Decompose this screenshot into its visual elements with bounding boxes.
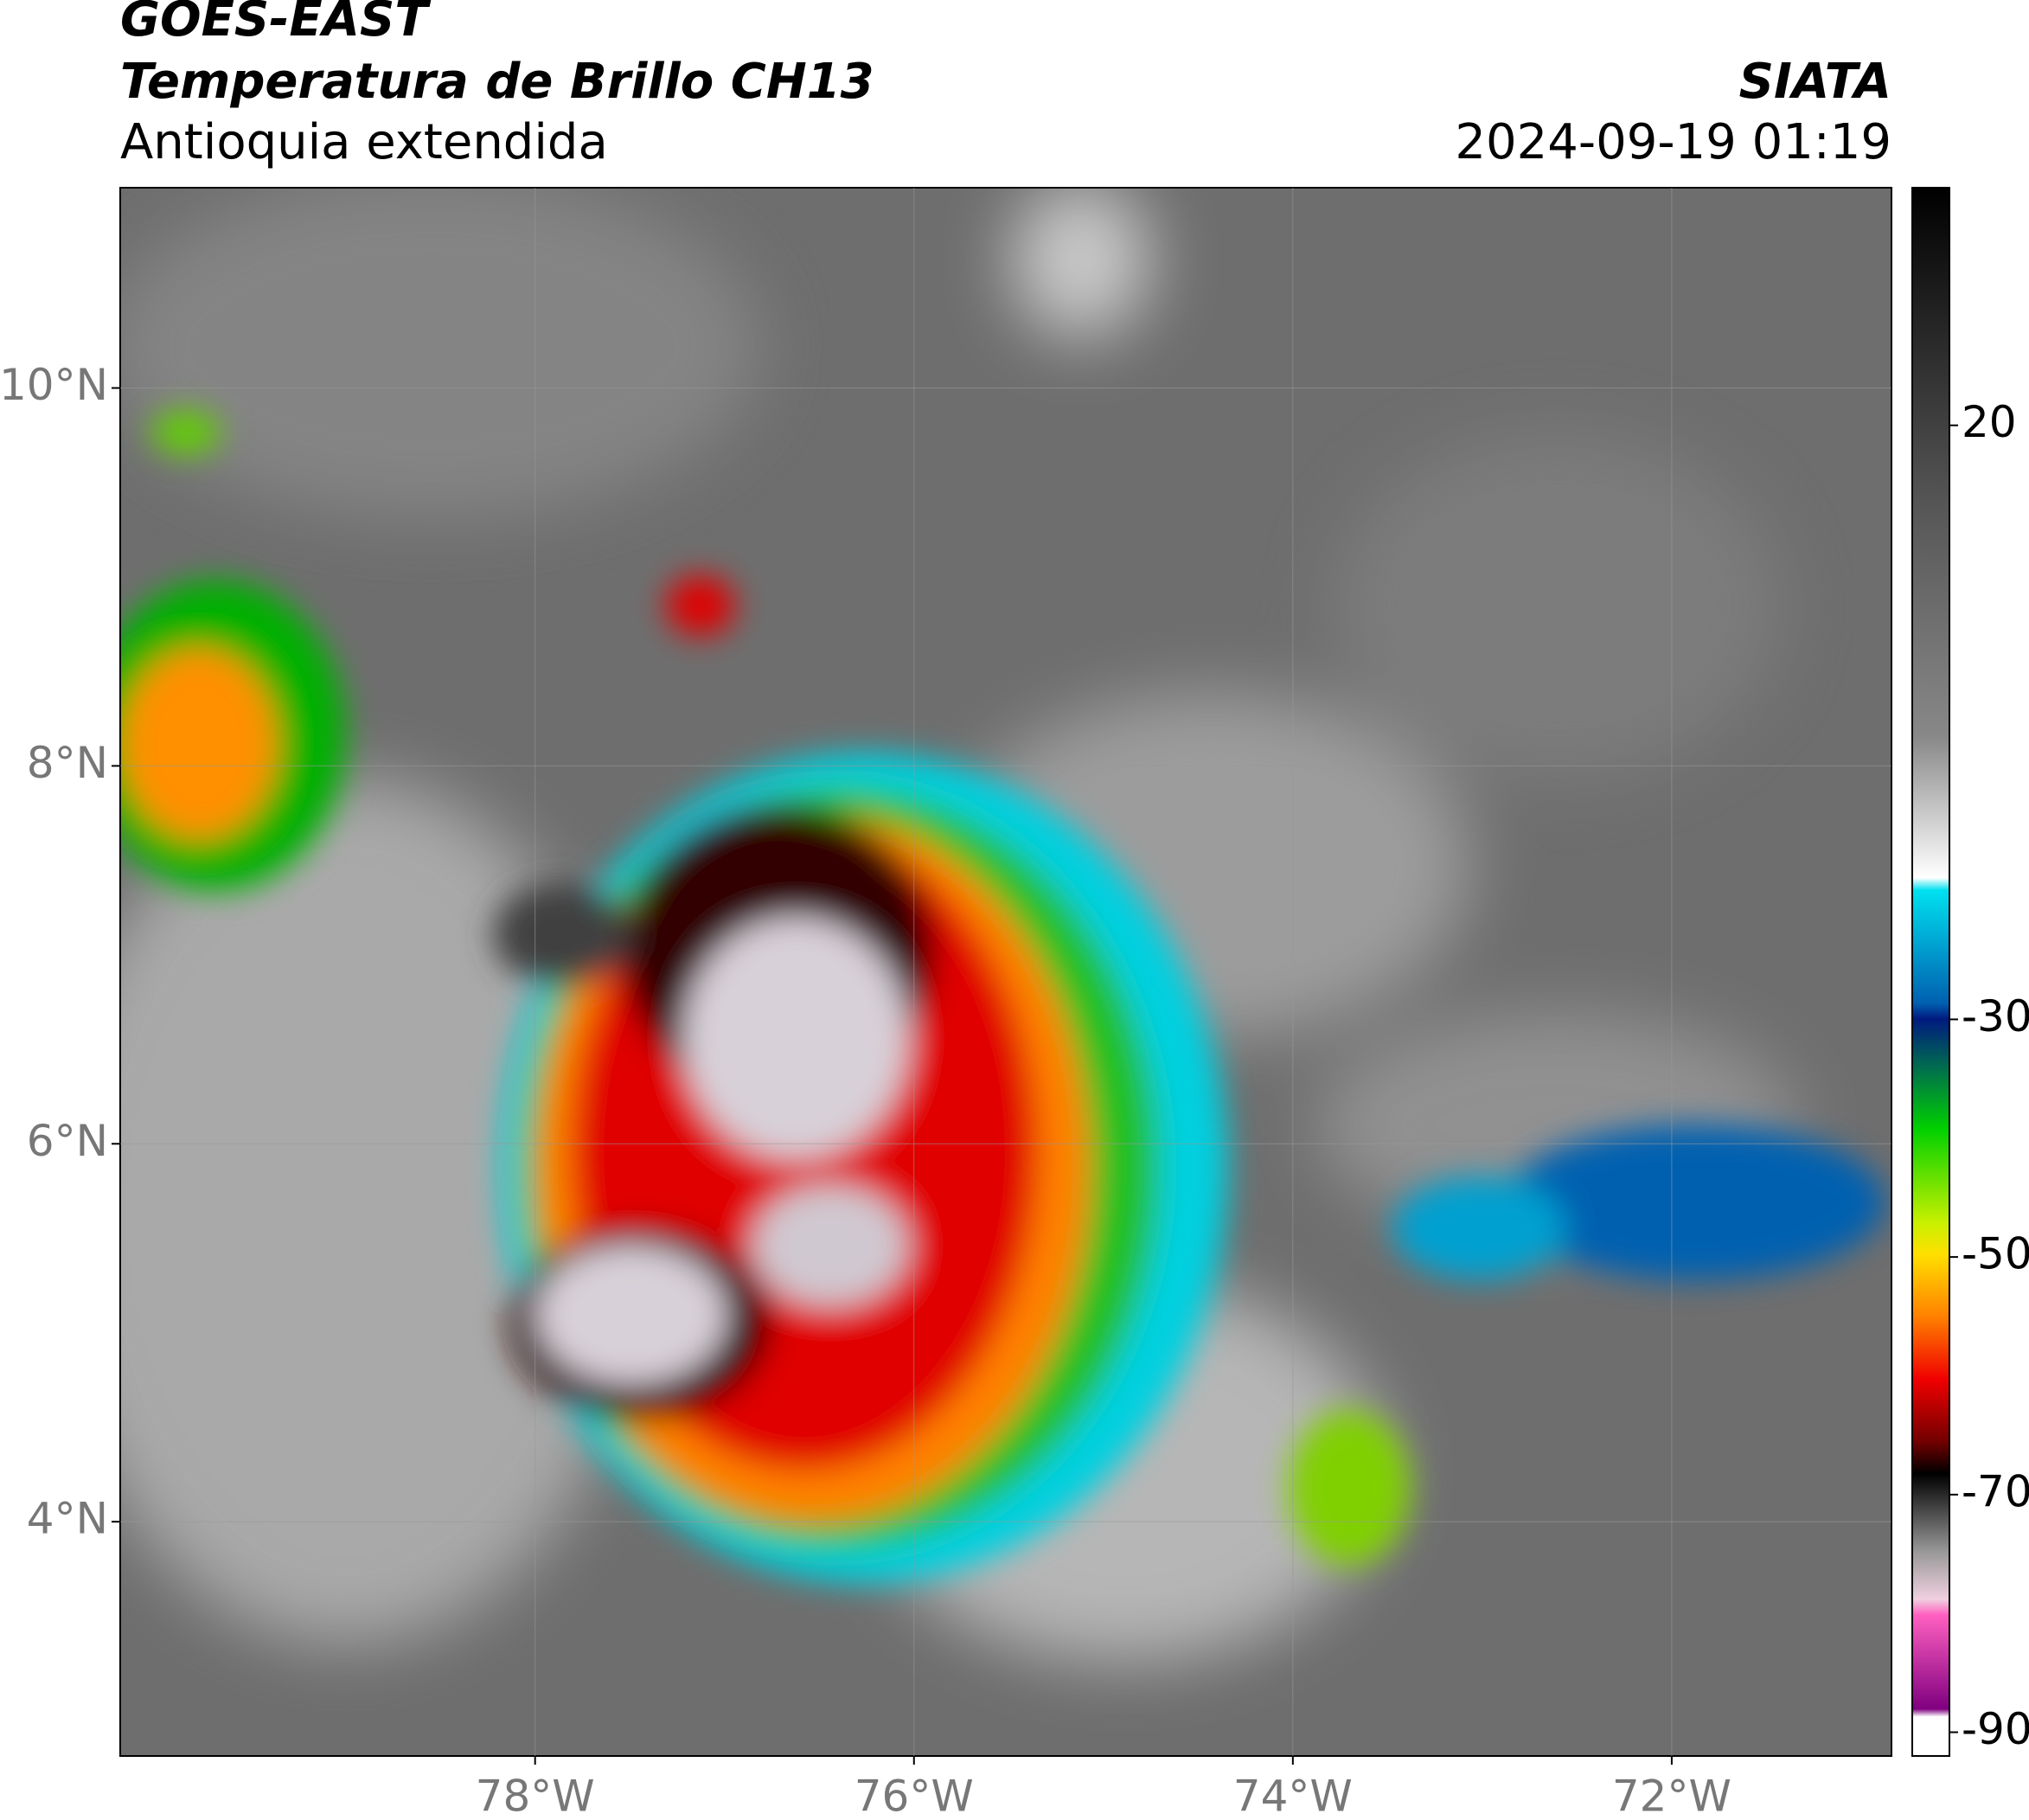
lon-tick-label: 78°W <box>476 1772 595 1817</box>
colorbar-tick-label: -30 <box>1962 991 2029 1041</box>
lat-tick-label: 6°N <box>27 1116 108 1166</box>
source: SIATA <box>1739 54 1891 110</box>
lon-tick-label: 74°W <box>1233 1772 1353 1817</box>
colorbar-tick-label: 20 <box>1962 397 2017 447</box>
colorbar-tick-label: -90 <box>1962 1704 2029 1754</box>
map-frame <box>119 187 1892 1757</box>
title: GOES-EAST <box>120 0 431 48</box>
satellite-image <box>120 188 1891 1756</box>
colorbar-tick-label: -50 <box>1962 1229 2029 1279</box>
lat-tick-label: 10°N <box>0 360 108 410</box>
subtitle: Temperatura de Brillo CH13 <box>120 54 874 110</box>
lat-tick-label: 8°N <box>27 738 108 788</box>
lat-tick-label: 4°N <box>27 1494 108 1544</box>
lon-tick-label: 76°W <box>854 1772 974 1817</box>
colorbar <box>1911 187 1950 1757</box>
datetime: 2024-09-19 01:19 <box>1455 114 1891 170</box>
colorbar-tick-label: -70 <box>1962 1466 2029 1516</box>
lon-tick-label: 72°W <box>1612 1772 1731 1817</box>
region: Antioquia extendida <box>120 114 608 170</box>
